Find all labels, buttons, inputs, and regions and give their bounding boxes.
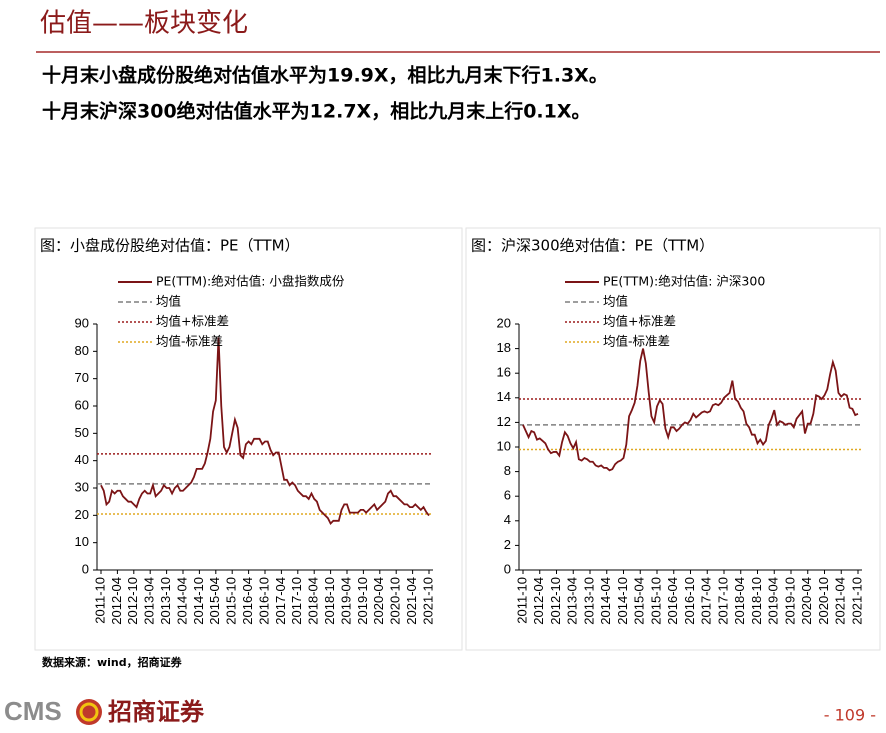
x-tick-label: 2021-04	[833, 577, 848, 625]
bullet: 十月末沪深300绝对估值水平为12.7X，相比九月末上行0.1X。	[42, 100, 591, 123]
y-tick-label: 50	[75, 425, 89, 440]
y-tick-label: 0	[504, 561, 511, 576]
y-tick-label: 90	[75, 315, 89, 330]
logo-latin: CMS	[4, 696, 62, 726]
x-tick-label: 2019-10	[355, 577, 370, 625]
x-tick-label: 2020-10	[816, 577, 831, 625]
y-tick-label: 8	[504, 463, 511, 478]
y-tick-label: 14	[497, 389, 511, 404]
x-tick-label: 2012-04	[109, 577, 124, 625]
x-tick-label: 2019-04	[766, 577, 781, 625]
x-tick-label: 2017-04	[699, 577, 714, 625]
legend-label: 均值-标准差	[603, 334, 670, 349]
x-tick-label: 2016-04	[665, 577, 680, 625]
y-tick-label: 2	[504, 537, 511, 552]
y-tick-label: 0	[82, 561, 89, 576]
y-tick-label: 30	[75, 479, 89, 494]
x-tick-label: 2020-04	[371, 577, 386, 625]
legend-label: 均值+标准差	[603, 314, 676, 329]
x-tick-label: 2017-10	[715, 577, 730, 625]
y-tick-label: 20	[497, 315, 511, 330]
x-tick-label: 2011-10	[92, 577, 107, 624]
y-tick-label: 18	[497, 340, 511, 355]
y-tick-label: 6	[504, 488, 511, 503]
x-tick-label: 2014-04	[174, 577, 189, 625]
data-line	[522, 348, 859, 472]
x-tick-label: 2012-10	[125, 577, 140, 625]
chart-frame	[34, 227, 463, 651]
x-tick-label: 2016-04	[240, 577, 255, 625]
x-tick-label: 2012-04	[531, 577, 546, 625]
x-tick-label: 2016-10	[256, 577, 271, 625]
y-tick-label: 4	[504, 512, 511, 527]
source-note: 数据来源：wind，招商证券	[42, 655, 183, 669]
chart-title: 图：小盘成份股绝对估值：PE（TTM）	[40, 237, 300, 255]
x-tick-label: 2015-10	[648, 577, 663, 625]
x-tick-label: 2015-04	[632, 577, 647, 625]
x-tick-label: 2014-04	[598, 577, 613, 625]
x-tick-label: 2017-04	[273, 577, 288, 625]
legend-label: 均值	[603, 294, 628, 309]
legend-label: PE(TTM):绝对估值: 小盘指数成份	[156, 274, 345, 289]
legend-label: 均值+标准差	[156, 314, 229, 329]
x-tick-label: 2016-10	[682, 577, 697, 625]
x-tick-label: 2013-04	[142, 577, 157, 625]
x-tick-label: 2018-10	[322, 577, 337, 625]
y-tick-label: 10	[497, 438, 511, 453]
legend-label: 均值-标准差	[156, 334, 223, 349]
x-tick-label: 2019-04	[338, 577, 353, 625]
x-tick-label: 2015-10	[224, 577, 239, 625]
x-tick-label: 2021-10	[849, 577, 864, 625]
logo-chinese: 招商证券	[108, 698, 205, 726]
y-tick-label: 12	[497, 414, 511, 429]
x-tick-label: 2013-04	[565, 577, 580, 625]
y-tick-label: 40	[75, 452, 89, 467]
legend-label: PE(TTM):绝对估值: 沪深300	[603, 274, 765, 289]
x-tick-label: 2021-10	[420, 577, 435, 625]
x-tick-label: 2018-10	[749, 577, 764, 625]
logo-icon-ring	[79, 702, 99, 722]
legend-label: 均值	[156, 294, 181, 309]
x-tick-label: 2020-10	[388, 577, 403, 625]
x-tick-label: 2020-04	[799, 577, 814, 625]
page-title: 估值——板块变化	[40, 9, 248, 39]
x-tick-label: 2014-10	[615, 577, 630, 625]
page-number: - 109 -	[824, 706, 876, 725]
chart-title: 图：沪深300绝对估值：PE（TTM）	[471, 237, 714, 255]
y-tick-label: 60	[75, 397, 89, 412]
x-tick-label: 2017-10	[289, 577, 304, 625]
y-tick-label: 20	[75, 507, 89, 522]
y-tick-label: 16	[497, 365, 511, 380]
x-tick-label: 2018-04	[306, 577, 321, 625]
data-line	[100, 337, 430, 526]
x-tick-label: 2015-04	[207, 577, 222, 625]
y-tick-label: 10	[75, 534, 89, 549]
x-tick-label: 2018-04	[732, 577, 747, 625]
y-tick-label: 70	[75, 370, 89, 385]
x-tick-label: 2014-10	[191, 577, 206, 625]
bullet: 十月末小盘成份股绝对估值水平为19.9X，相比九月末下行1.3X。	[42, 64, 608, 87]
chart-frame	[465, 227, 881, 651]
x-tick-label: 2011-10	[514, 577, 529, 624]
x-tick-label: 2021-04	[404, 577, 419, 625]
x-tick-label: 2013-10	[158, 577, 173, 625]
x-tick-label: 2013-10	[581, 577, 596, 625]
y-tick-label: 80	[75, 343, 89, 358]
x-tick-label: 2012-10	[548, 577, 563, 625]
x-tick-label: 2019-10	[782, 577, 797, 625]
